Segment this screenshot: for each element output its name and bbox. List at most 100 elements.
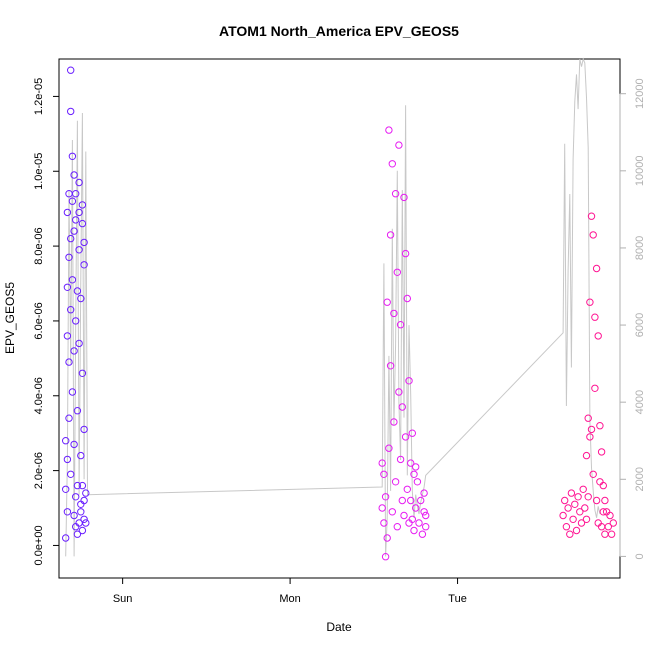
data-point-s2-0	[559, 511, 567, 520]
data-point-s0-45	[78, 369, 87, 377]
y-right-tick-label: 2000	[634, 467, 646, 491]
data-point-s2-7	[571, 500, 579, 508]
chart-title: ATOM1 North_America EPV_GEOS5	[219, 23, 459, 39]
data-point-s0-12	[67, 66, 75, 74]
data-point-s0-17	[68, 152, 77, 161]
y-right-tick-label: 12000	[634, 78, 646, 109]
data-point-s1-0	[378, 459, 386, 467]
y-right-tick-label: 0	[634, 553, 646, 559]
data-point-s2-36	[601, 496, 609, 505]
data-point-s1-46	[420, 508, 428, 516]
data-point-s0-16	[67, 470, 75, 478]
data-point-s1-16	[391, 190, 400, 198]
data-point-s2-15	[582, 515, 591, 523]
data-point-s1-25	[398, 403, 406, 411]
data-point-s0-20	[68, 388, 77, 396]
data-point-s0-1	[61, 437, 70, 445]
data-point-s0-19	[68, 276, 77, 284]
y-right-tick-label: 4000	[634, 390, 646, 414]
data-point-s1-1	[378, 504, 386, 512]
data-point-s2-16	[584, 414, 592, 422]
data-point-s1-49	[422, 511, 430, 520]
data-point-s1-24	[398, 496, 406, 505]
y-right-tick-label: 10000	[634, 156, 646, 187]
data-point-s0-40	[77, 508, 85, 516]
data-point-s1-31	[403, 485, 411, 493]
data-point-s0-49	[80, 261, 88, 269]
data-point-s1-44	[417, 496, 425, 505]
data-point-s0-44	[78, 219, 87, 228]
data-point-s2-8	[572, 526, 581, 535]
data-point-s0-7	[63, 208, 72, 217]
data-point-s0-41	[77, 451, 85, 460]
data-point-s2-3	[564, 504, 572, 512]
data-point-s0-47	[78, 481, 87, 490]
data-point-s2-14	[582, 451, 591, 460]
data-point-s1-36	[408, 429, 416, 437]
data-point-s2-5	[567, 489, 576, 497]
data-point-s0-34	[73, 481, 82, 490]
data-point-s1-39	[410, 526, 418, 535]
data-point-s2-26	[592, 264, 601, 273]
data-point-s1-47	[420, 489, 428, 497]
data-point-s0-15	[67, 107, 75, 116]
data-point-s2-30	[596, 422, 604, 430]
data-point-s0-42	[77, 294, 85, 303]
data-point-s1-17	[391, 478, 400, 486]
data-point-s1-3	[380, 470, 388, 478]
data-point-s2-33	[597, 523, 606, 531]
data-point-s1-5	[381, 493, 390, 501]
data-point-s0-39	[75, 246, 83, 254]
data-point-s1-35	[407, 496, 415, 505]
data-point-s2-23	[589, 470, 597, 478]
data-point-s0-31	[73, 407, 82, 415]
data-point-s0-18	[68, 197, 77, 205]
data-point-s1-29	[401, 433, 410, 441]
data-point-s0-48	[78, 201, 87, 209]
y-tick-label: 2.0e-06	[33, 452, 45, 489]
data-point-s2-35	[599, 508, 607, 516]
data-point-s0-35	[75, 208, 83, 217]
data-point-s0-14	[67, 306, 75, 314]
y-tick-label: 8.0e-06	[33, 227, 45, 264]
y-tick-label: 1.2e-05	[33, 78, 45, 115]
x-tick-label: Sun	[113, 593, 133, 605]
data-point-s1-7	[383, 534, 391, 542]
data-point-s1-32	[405, 377, 413, 385]
data-point-s0-21	[70, 227, 78, 235]
y-tick-label: 1.0e-05	[33, 153, 45, 190]
data-point-s1-18	[393, 268, 401, 276]
data-point-s0-46	[78, 526, 87, 535]
data-point-s1-42	[413, 478, 422, 486]
data-point-s1-22	[396, 455, 405, 464]
data-point-s2-40	[606, 511, 614, 520]
data-point-s0-2	[61, 534, 70, 542]
data-point-s2-17	[584, 493, 592, 501]
data-point-s2-27	[592, 496, 601, 505]
data-point-s2-12	[579, 485, 587, 493]
data-point-s2-2	[562, 523, 571, 531]
data-point-s0-27	[72, 317, 80, 325]
data-point-s0-11	[65, 253, 73, 261]
data-point-s2-32	[597, 448, 606, 456]
data-point-s2-1	[561, 496, 569, 505]
data-point-s1-30	[403, 294, 411, 303]
series-line-3	[65, 57, 601, 557]
data-point-s0-51	[80, 425, 88, 434]
x-axis-title: Date	[326, 620, 352, 634]
data-point-s1-40	[412, 463, 420, 471]
data-point-s0-54	[82, 489, 90, 497]
data-point-s0-28	[72, 190, 80, 198]
data-point-s0-0	[61, 485, 70, 493]
plot-frame	[58, 58, 621, 579]
data-point-s2-25	[591, 384, 599, 392]
data-point-s0-37	[75, 339, 83, 348]
data-point-s0-30	[72, 216, 80, 224]
data-point-s0-13	[67, 234, 75, 243]
data-point-s2-41	[607, 530, 616, 538]
data-point-s1-20	[395, 388, 403, 396]
data-point-s2-37	[601, 530, 609, 538]
data-point-s1-26	[400, 193, 408, 202]
data-point-s1-9	[385, 444, 393, 452]
